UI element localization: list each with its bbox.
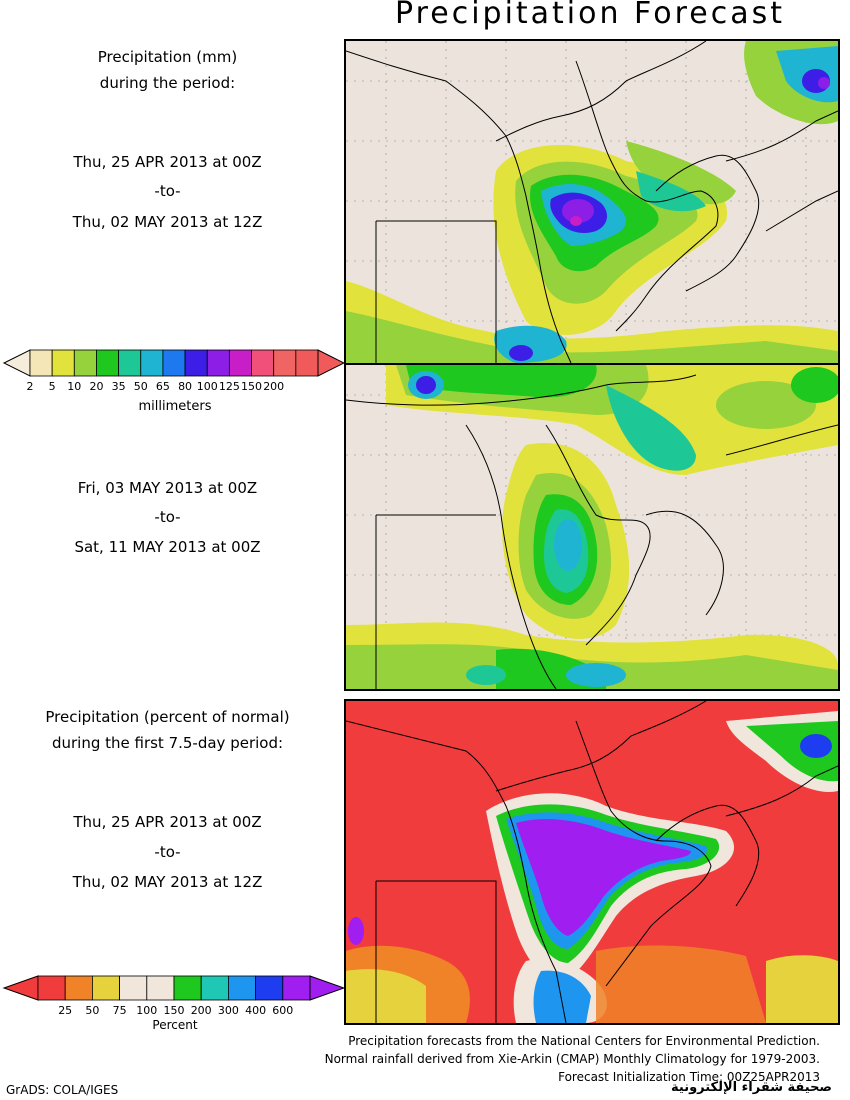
colorbar-pct-high-arrow (309, 975, 345, 1001)
grads-credit: GrADS: COLA/IGES (6, 1083, 119, 1097)
colorbar-tick-label: 65 (155, 380, 170, 393)
colorbar-swatch (96, 349, 120, 377)
map-panel-3-svg (346, 701, 838, 1023)
panel1-label-line2: during the period: (99, 74, 236, 92)
colorbar-swatch (173, 975, 202, 1001)
panel1-to: -to- (154, 182, 181, 200)
colorbar-pct-low-arrow (2, 975, 39, 1001)
colorbar-mm (2, 349, 345, 377)
colorbar-tick-label: 300 (217, 1004, 239, 1017)
colorbar-tick-label: 400 (245, 1004, 267, 1017)
panel3-end-date: Thu, 02 MAY 2013 at 12Z (72, 873, 263, 891)
precip-blobs-2 (346, 365, 838, 689)
panel3-start-date: Thu, 25 APR 2013 at 00Z (73, 813, 262, 831)
colorbar-swatch (92, 975, 121, 1001)
credit-line-3: Forecast Initialization Time: 00Z25APR20… (558, 1070, 820, 1084)
colorbar-swatch (200, 975, 229, 1001)
colorbar-swatch (273, 349, 297, 377)
panel3-label-line2: during the first 7.5-day period: (51, 734, 284, 752)
colorbar-tick-label: 75 (112, 1004, 127, 1017)
colorbar-swatch (119, 975, 148, 1001)
colorbar-tick-label: 50 (133, 380, 148, 393)
colorbar-swatch (146, 975, 175, 1001)
colorbar-tick-label: 150 (241, 380, 263, 393)
colorbar-swatch (295, 349, 319, 377)
colorbar-swatch (227, 975, 256, 1001)
colorbar-mm-high-arrow (317, 349, 345, 377)
colorbar-tick-label: 25 (58, 1004, 73, 1017)
colorbar-swatch (228, 349, 252, 377)
colorbar-swatch (64, 975, 93, 1001)
panel1-label-line1: Precipitation (mm) (97, 48, 238, 66)
map-panel-3 (344, 699, 840, 1025)
colorbar-tick-label: 2 (26, 380, 34, 393)
colorbar-tick-label: 150 (163, 1004, 185, 1017)
colorbar-tick-label: 600 (272, 1004, 294, 1017)
colorbar-pct-unit: Percent (152, 1018, 198, 1032)
watermark: صحيفة شقراء الإلكترونية (671, 1080, 832, 1095)
map-panel-1 (344, 39, 840, 365)
colorbar-swatch (29, 349, 53, 377)
colorbar-swatch (51, 349, 75, 377)
panel1-end-date: Thu, 02 MAY 2013 at 12Z (72, 213, 263, 231)
colorbar-tick-label: 35 (111, 380, 126, 393)
colorbar-percent (2, 975, 345, 1001)
colorbar-tick-label: 100 (136, 1004, 158, 1017)
colorbar-tick-label: 200 (190, 1004, 212, 1017)
panel1-start-date: Thu, 25 APR 2013 at 00Z (73, 153, 262, 171)
panel3-to: -to- (154, 843, 181, 861)
colorbar-tick-label: 80 (178, 380, 193, 393)
colorbar-swatch (73, 349, 97, 377)
map-panel-1-svg (346, 41, 838, 363)
colorbar-swatch (251, 349, 275, 377)
colorbar-mm-low-arrow (2, 349, 31, 377)
colorbar-swatch (206, 349, 230, 377)
colorbar-tick-label: 20 (89, 380, 104, 393)
colorbar-tick-label: 125 (218, 380, 240, 393)
panel2-start-date: Fri, 03 MAY 2013 at 00Z (77, 479, 258, 497)
page-title: Precipitation Forecast (395, 0, 785, 31)
panel3-label-line1: Precipitation (percent of normal) (45, 708, 290, 726)
colorbar-tick-label: 100 (196, 380, 218, 393)
colorbar-tick-label: 10 (67, 380, 82, 393)
colorbar-swatch (255, 975, 284, 1001)
percent-blobs (346, 711, 838, 1023)
colorbar-swatch (140, 349, 164, 377)
panel2-end-date: Sat, 11 MAY 2013 at 00Z (74, 538, 261, 556)
colorbar-tick-label: 50 (85, 1004, 100, 1017)
panel2-to: -to- (154, 508, 181, 526)
colorbar-swatch (162, 349, 186, 377)
precip-blobs-1 (346, 41, 838, 363)
colorbar-swatch (282, 975, 311, 1001)
colorbar-tick-label: 200 (263, 380, 285, 393)
colorbar-swatch (184, 349, 208, 377)
colorbar-swatch (37, 975, 66, 1001)
credit-line-1: Precipitation forecasts from the Nationa… (348, 1034, 820, 1048)
map-panel-2-svg (346, 365, 838, 689)
map-panel-2 (344, 363, 840, 691)
colorbar-tick-label: 5 (48, 380, 56, 393)
credit-line-2: Normal rainfall derived from Xie-Arkin (… (324, 1052, 820, 1066)
colorbar-swatch (118, 349, 142, 377)
colorbar-mm-unit: millimeters (138, 399, 212, 414)
